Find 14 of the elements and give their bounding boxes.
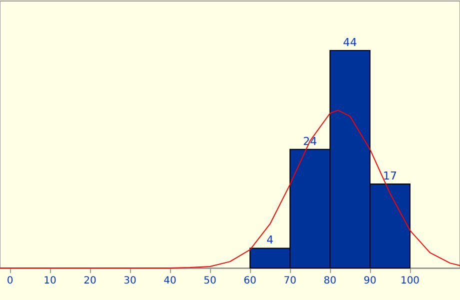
x-tick-label: 20 — [84, 276, 96, 286]
x-tick-label: 90 — [364, 276, 376, 286]
x-tick-label: 60 — [244, 276, 256, 286]
data-label: 4 — [266, 234, 274, 247]
x-tick-label: 10 — [44, 276, 56, 286]
x-tick-label: 80 — [324, 276, 336, 286]
x-tick-label: 70 — [284, 276, 296, 286]
x-tick-label: 0 — [6, 276, 14, 286]
x-tick-label: 30 — [124, 276, 136, 286]
x-tick-label: 50 — [204, 276, 216, 286]
data-label: 17 — [383, 169, 397, 182]
x-tick-label: 40 — [164, 276, 176, 286]
x-tick-label: 100 — [400, 276, 420, 286]
data-label: 44 — [343, 36, 357, 49]
